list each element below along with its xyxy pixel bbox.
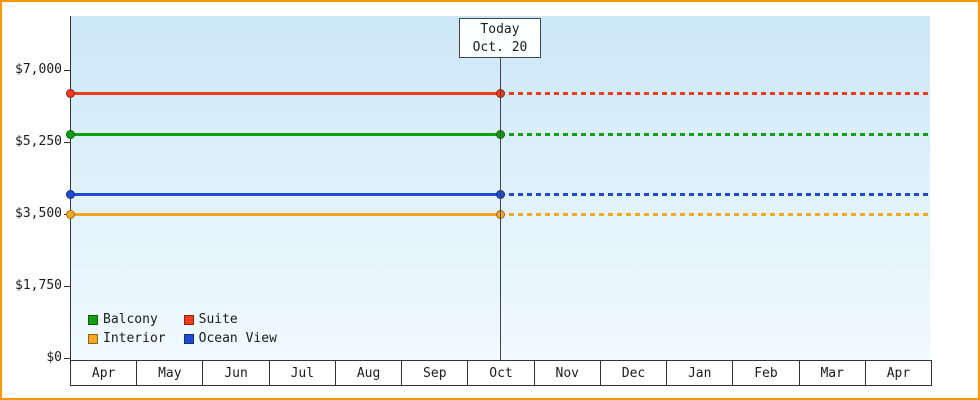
month-cell-dec: Dec	[600, 360, 668, 386]
y-tick-label: $5,250	[15, 134, 62, 149]
month-cell-may: May	[137, 360, 204, 386]
series-line-balcony	[70, 133, 500, 136]
month-cell-apr: Apr	[70, 360, 138, 386]
series-line-interior	[70, 213, 500, 216]
y-tick-mark	[64, 286, 70, 287]
y-tick-mark	[64, 70, 70, 71]
series-dot-interior	[66, 210, 75, 219]
month-cell-oct: Oct	[468, 360, 535, 386]
legend-swatch-suite	[183, 314, 194, 325]
series-line-suite	[70, 92, 500, 95]
legend-swatch-ocean-view	[183, 333, 194, 344]
series-forecast-line-suite	[500, 92, 930, 95]
legend: Balcony Suite Interior Ocean View	[88, 312, 277, 346]
series-dot-suite	[66, 89, 75, 98]
month-cell-mar: Mar	[799, 360, 866, 386]
month-cell-nov: Nov	[534, 360, 601, 386]
legend-item-balcony: Balcony	[88, 312, 166, 327]
month-cell-sep: Sep	[402, 360, 469, 386]
today-marker-line	[500, 58, 501, 360]
month-cell-jan: Jan	[667, 360, 734, 386]
today-label-line1: Today	[480, 22, 520, 37]
series-forecast-line-balcony	[500, 133, 930, 136]
month-cell-aug: Aug	[335, 360, 403, 386]
today-label: Today Oct. 20	[459, 18, 541, 58]
series-dot-ocean-view	[66, 190, 75, 199]
legend-label-balcony: Balcony	[103, 312, 158, 327]
today-label-line2: Oct. 20	[472, 40, 528, 55]
series-forecast-line-interior	[500, 213, 930, 216]
y-tick-mark	[64, 358, 70, 359]
legend-item-suite: Suite	[183, 312, 277, 327]
legend-item-interior: Interior	[88, 331, 166, 346]
y-axis-line	[70, 16, 71, 360]
legend-label-suite: Suite	[198, 312, 238, 327]
legend-label-interior: Interior	[103, 331, 166, 346]
y-tick-label: $3,500	[15, 206, 62, 221]
series-dot-balcony	[66, 130, 75, 139]
month-cell-jul: Jul	[269, 360, 336, 386]
month-cell-feb: Feb	[733, 360, 800, 386]
series-line-ocean-view	[70, 193, 500, 196]
y-tick-mark	[64, 142, 70, 143]
legend-label-ocean-view: Ocean View	[198, 331, 277, 346]
y-tick-label: $7,000	[15, 62, 62, 77]
x-axis-month-row: Apr May Jun Jul Aug Sep Oct Nov Dec Jan Feb Mar Apr	[70, 360, 933, 386]
y-tick-label: $0	[46, 350, 62, 365]
y-tick-label: $1,750	[15, 278, 62, 293]
legend-item-ocean-view: Ocean View	[183, 331, 277, 346]
month-cell-apr: Apr	[865, 360, 933, 386]
series-forecast-line-ocean-view	[500, 193, 930, 196]
month-cell-jun: Jun	[203, 360, 270, 386]
legend-swatch-interior	[88, 333, 98, 344]
legend-swatch-balcony	[88, 314, 98, 325]
